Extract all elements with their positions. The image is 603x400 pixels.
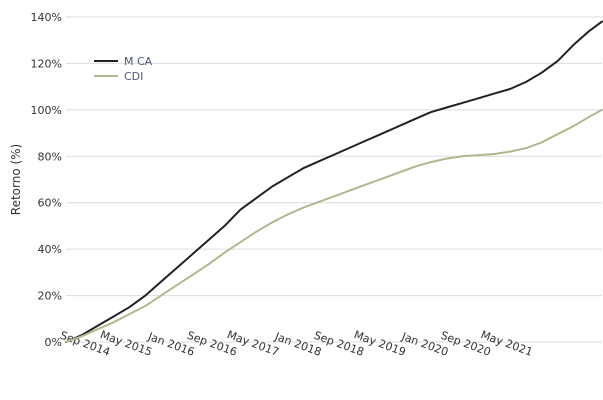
y-tick-label: 20% — [38, 290, 62, 303]
y-tick-label: 140% — [31, 11, 62, 24]
y-axis-label: Retorno (%) — [9, 144, 23, 215]
y-tick-label: 60% — [38, 197, 62, 210]
y-tick-label: 120% — [31, 57, 62, 70]
y-tick-label: 100% — [31, 104, 62, 117]
series-line-cdi — [65, 108, 603, 343]
legend-label: CDI — [124, 70, 143, 83]
gridlines — [66, 16, 602, 343]
y-axis-ticks: 0% 20% 40% 60% 80% 100% 120% 140% — [31, 11, 62, 349]
series-lines — [65, 20, 603, 343]
legend-label: M CA — [124, 55, 153, 68]
series-line-m-ca — [65, 20, 603, 343]
y-tick-label: 80% — [38, 150, 62, 163]
y-tick-label: 40% — [38, 243, 62, 256]
legend: M CA CDI — [94, 55, 153, 83]
y-tick-label: 0% — [45, 336, 62, 349]
